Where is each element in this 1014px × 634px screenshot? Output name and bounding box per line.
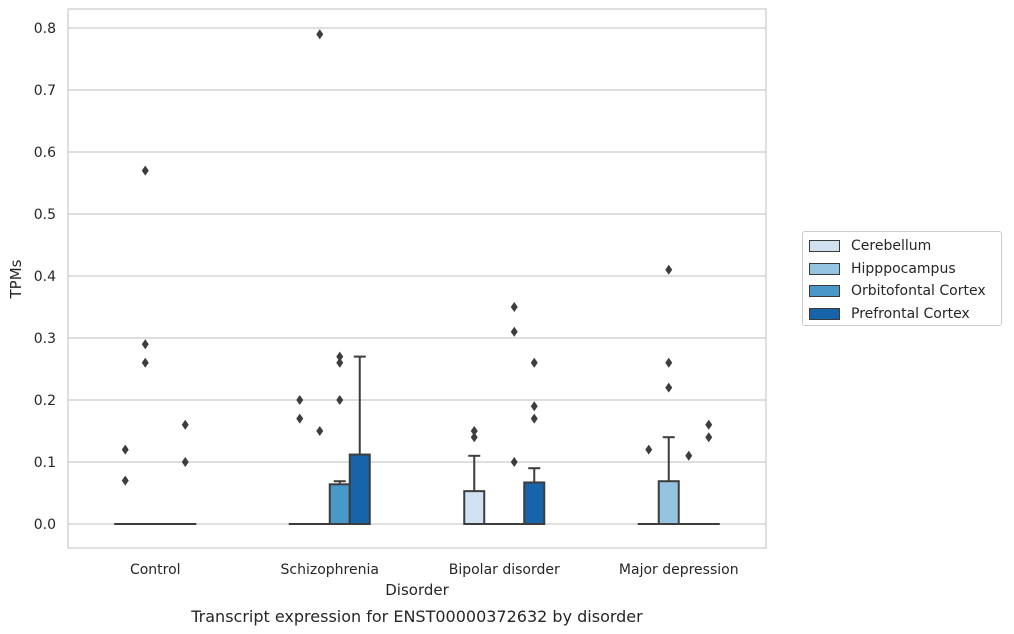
legend: Cerebellum Hipppocampus Orbitofontal Corte…	[802, 231, 1002, 326]
x-axis-title: Disorder	[385, 581, 449, 599]
legend-item: Cerebellum	[809, 237, 931, 255]
outlier-point	[510, 457, 518, 467]
box-prefrontal-cortex	[348, 355, 371, 525]
outlier-point	[665, 264, 673, 275]
outlier-point	[470, 432, 478, 443]
y-tick-label: 0.3	[34, 331, 56, 347]
box-body	[328, 483, 351, 526]
outlier-point	[296, 395, 304, 405]
box-cerebellum	[288, 395, 311, 526]
box-cerebellum	[637, 444, 660, 526]
y-axis-ticks: 0.0 0.1 0.2 0.3 0.4 0.5 0.6 0.7 0.8	[34, 21, 56, 533]
y-tick-label: 0.0	[34, 517, 56, 533]
x-axis-ticks: Control Schizophrenia Bipolar disorder Majo…	[130, 562, 739, 578]
box-hipppocampus	[308, 29, 331, 526]
plot-frame	[67, 8, 767, 549]
chart-caption: Transcript expression for ENST0000037263…	[190, 607, 643, 626]
outlier-point	[141, 339, 149, 350]
x-tick-label: Bipolar disorder	[449, 562, 560, 578]
outlier-point	[530, 413, 538, 424]
outlier-point	[510, 302, 518, 312]
outlier-point	[296, 413, 304, 424]
outlier-point	[181, 419, 189, 430]
legend-item: Hipppocampus	[809, 260, 956, 278]
legend-swatch	[809, 307, 840, 320]
box-body	[523, 481, 546, 525]
legend-item: Orbitofontal Cortex	[809, 282, 986, 300]
outlier-point	[316, 29, 324, 40]
outlier-point	[665, 382, 673, 393]
plot-background	[68, 9, 766, 548]
outlier-point	[336, 395, 344, 405]
outlier-point	[121, 475, 129, 486]
box-body	[657, 480, 680, 525]
outlier-point	[530, 401, 538, 412]
y-tick-label: 0.1	[34, 455, 56, 471]
box-cerebellum	[463, 426, 486, 526]
outlier-point	[141, 165, 149, 176]
outlier-point	[705, 419, 713, 430]
box-prefrontal-cortex	[523, 357, 546, 525]
outlier-point	[470, 426, 478, 436]
y-tick-label: 0.4	[34, 269, 56, 285]
y-tick-label: 0.7	[34, 83, 56, 99]
outlier-point	[141, 357, 149, 368]
chart-marks	[114, 29, 720, 526]
box-orbitofontal-cortex	[328, 351, 351, 526]
box-prefrontal-cortex	[697, 419, 720, 526]
box-body	[463, 490, 486, 526]
outlier-point	[121, 444, 129, 455]
box-hipppocampus	[657, 264, 680, 525]
outlier-point	[336, 351, 344, 362]
outlier-point	[705, 432, 713, 443]
x-tick-label: Control	[130, 562, 181, 578]
box-prefrontal-cortex	[174, 419, 197, 526]
box-hipppocampus	[134, 165, 157, 526]
outlier-point	[530, 357, 538, 368]
box-orbitofontal-cortex	[503, 302, 526, 526]
legend-label: Prefrontal Cortex	[851, 305, 970, 322]
legend-label: Cerebellum	[851, 238, 932, 254]
y-tick-label: 0.2	[34, 393, 56, 409]
legend-item: Prefrontal Cortex	[809, 305, 970, 323]
x-tick-label: Major depression	[619, 562, 739, 578]
y-tick-label: 0.6	[34, 145, 56, 161]
outlier-point	[336, 357, 344, 368]
outlier-point	[665, 357, 673, 368]
legend-swatch	[809, 262, 840, 275]
x-tick-label: Schizophrenia	[281, 562, 379, 578]
legend-swatch	[809, 285, 840, 297]
outlier-point	[645, 444, 653, 455]
legend-label: Hipppocampus	[851, 260, 956, 277]
y-tick-label: 0.5	[34, 207, 56, 223]
outlier-point	[510, 326, 518, 337]
legend-swatch	[809, 240, 840, 252]
outlier-point	[181, 457, 189, 467]
y-axis-title: TPMs	[7, 259, 25, 299]
y-tick-label: 0.8	[34, 21, 56, 37]
outlier-point	[316, 426, 324, 436]
box-body	[348, 453, 371, 525]
outlier-point	[685, 450, 693, 461]
legend-label: Orbitofontal Cortex	[851, 283, 986, 299]
